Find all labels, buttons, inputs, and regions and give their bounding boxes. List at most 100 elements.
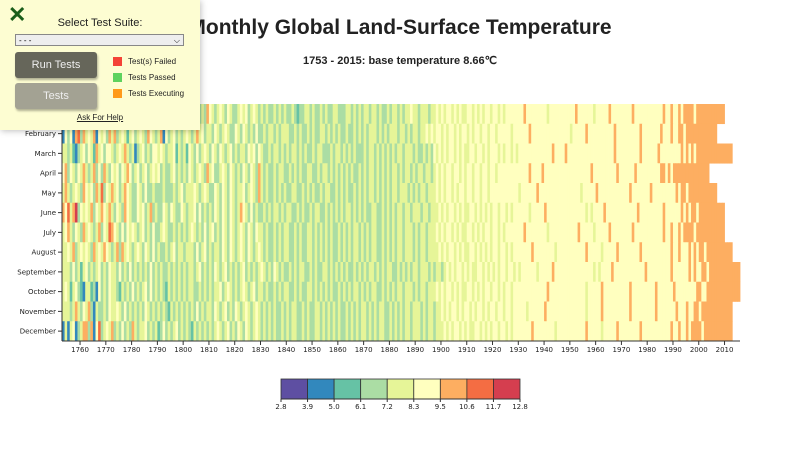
- ask-for-help-link[interactable]: Ask For Help: [76, 113, 124, 122]
- heatmap-cell: [654, 301, 658, 322]
- heatmap-cell: [590, 104, 594, 125]
- heatmap-cell: [618, 202, 622, 223]
- heatmap-cell: [226, 242, 230, 263]
- heatmap-cell: [430, 123, 434, 144]
- heatmap-cell: [178, 281, 181, 302]
- heatmap-cell: [440, 104, 444, 125]
- heatmap-cell: [556, 143, 560, 164]
- heatmap-cell: [667, 281, 671, 302]
- heatmap-cell: [188, 301, 192, 322]
- heatmap-cell: [652, 321, 656, 342]
- heatmap-cell: [510, 123, 514, 144]
- heatmap-cell: [634, 202, 638, 223]
- heatmap-cell: [667, 262, 671, 283]
- heatmap-cell: [196, 143, 200, 164]
- heatmap-cell: [536, 321, 540, 342]
- heatmap-cell: [69, 242, 73, 263]
- heatmap-cell: [381, 163, 385, 184]
- heatmap-cell: [113, 321, 117, 342]
- heatmap-cell: [420, 242, 424, 263]
- heatmap-cell: [634, 163, 638, 184]
- heatmap-cell: [549, 123, 553, 144]
- heatmap-cell: [278, 183, 282, 204]
- heatmap-cell: [446, 222, 450, 243]
- heatmap-cell: [556, 262, 560, 283]
- heatmap-cell: [675, 321, 679, 342]
- heatmap-cell: [309, 242, 313, 263]
- tests-button[interactable]: Tests: [15, 83, 97, 109]
- heatmap-cell: [337, 281, 341, 302]
- heatmap-cell: [110, 123, 114, 144]
- heatmap-cell: [575, 183, 578, 204]
- heatmap-cell: [430, 104, 434, 125]
- heatmap-cell: [471, 301, 475, 322]
- heatmap-cell: [358, 321, 362, 342]
- heatmap-cell: [464, 222, 468, 243]
- heatmap-cell: [100, 143, 104, 164]
- heatmap-cell: [185, 281, 189, 302]
- heatmap-cell: [214, 183, 218, 204]
- heatmap-cell: [446, 242, 450, 263]
- legend-tick-label: 7.2: [382, 403, 393, 411]
- heatmap-cell: [636, 262, 640, 283]
- heatmap-cell: [183, 183, 187, 204]
- heatmap-cell: [121, 262, 125, 283]
- executing-swatch: [113, 89, 122, 99]
- heatmap-cell: [471, 143, 475, 164]
- test-suite-select[interactable]: - - - ⌵: [15, 34, 184, 46]
- heatmap-cell: [590, 262, 594, 283]
- heatmap-cell: [660, 104, 664, 125]
- heatmap-cell: [234, 163, 238, 184]
- heatmap-cell: [208, 301, 212, 322]
- heatmap-cell: [639, 143, 643, 164]
- heatmap-cell: [603, 123, 607, 144]
- heatmap-cell: [667, 163, 671, 184]
- heatmap-cell: [518, 163, 522, 184]
- heatmap-cell: [479, 163, 483, 184]
- heatmap-cell: [518, 262, 522, 283]
- heatmap-cell: [523, 123, 527, 144]
- heatmap-cell: [425, 321, 429, 342]
- heatmap-cell: [224, 202, 228, 223]
- close-icon[interactable]: ✕: [8, 2, 27, 27]
- heatmap-cell: [621, 104, 625, 125]
- heatmap-cell: [518, 123, 522, 144]
- heatmap-cell: [304, 262, 308, 283]
- heatmap-cell: [590, 222, 594, 243]
- heatmap-cell: [623, 163, 627, 184]
- heatmap-cell: [600, 104, 604, 125]
- heatmap-cell: [598, 242, 602, 263]
- heatmap-cell: [541, 123, 545, 144]
- heatmap-cell: [342, 262, 346, 283]
- heatmap-cell: [278, 242, 282, 263]
- heatmap-cell: [77, 123, 81, 144]
- heatmap-cell: [667, 123, 671, 144]
- heatmap-cell: [353, 262, 357, 283]
- heatmap-cell: [219, 123, 223, 144]
- heatmap-cell: [642, 281, 646, 302]
- heatmap-cell: [435, 183, 439, 204]
- run-tests-button[interactable]: Run Tests: [15, 52, 97, 78]
- heatmap-cell: [371, 104, 375, 125]
- heatmap-cell: [696, 242, 700, 263]
- heatmap-cell: [105, 202, 109, 223]
- heatmap-cell: [100, 123, 104, 144]
- heatmap-cell: [461, 163, 465, 184]
- heatmap-cell: [415, 242, 419, 263]
- heatmap-cell: [165, 143, 169, 164]
- heatmap-cell: [587, 163, 591, 184]
- heatmap-cell: [422, 163, 426, 184]
- heatmap-cell: [211, 143, 215, 164]
- heatmap-cell: [428, 183, 432, 204]
- heatmap-cell: [252, 123, 256, 144]
- heatmap-cell: [533, 183, 537, 204]
- heatmap-cell: [595, 222, 599, 243]
- heatmap-cell: [273, 262, 277, 283]
- heatmap-cell: [193, 242, 197, 263]
- heatmap-cell: [634, 183, 638, 204]
- heatmap-cell: [402, 143, 406, 164]
- heatmap-cell: [87, 163, 91, 184]
- heatmap-cell: [64, 163, 68, 184]
- heatmap-cell: [92, 242, 96, 263]
- heatmap-cell: [422, 104, 426, 125]
